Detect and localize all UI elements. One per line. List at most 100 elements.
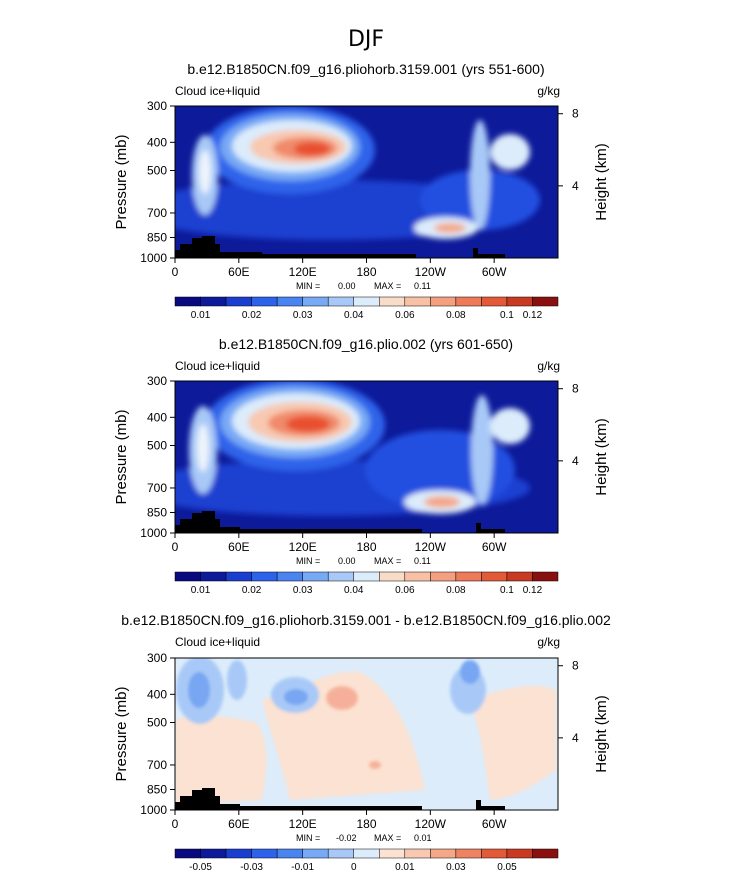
panel-2-colorbar-swatch <box>481 571 508 582</box>
panel-2-right-tick-label: 4 <box>572 454 579 468</box>
panel-2-region-maritime-core <box>286 416 330 432</box>
panel-1-colorbar-label: 0.06 <box>395 310 415 321</box>
panel-3-y-ticks: 300 400 500 700 850 1000 8 4 <box>140 651 579 817</box>
panel-3-region-positive-core <box>326 686 358 710</box>
panel-2: b.e12.B1850CN.f09_g16.plio.002 (yrs 601-… <box>113 336 610 596</box>
panel-2-terrain <box>175 511 505 533</box>
panel-2-variable-label: Cloud ice+liquid <box>175 359 260 373</box>
panel-1-max-label: MAX = <box>374 281 401 291</box>
panel-2-max-value: 0.11 <box>414 556 431 566</box>
panel-1-contour-field <box>175 106 558 258</box>
panel-2-colorbar-swatch <box>455 571 482 582</box>
panel-3-terrain <box>175 788 505 810</box>
panel-1-min-value: 0.00 <box>338 281 356 291</box>
panel-3-colorbar-label: 0.05 <box>497 862 517 873</box>
panel-1-terrain <box>175 236 505 258</box>
panel-1-x-tick-label: 120E <box>289 265 317 279</box>
panel-1-colorbar-swatch <box>404 296 431 307</box>
panel-3-y-tick-label: 850 <box>147 782 167 796</box>
panel-1-x-tick-label: 0 <box>172 265 179 279</box>
panel-2-y-tick-label: 400 <box>147 410 167 424</box>
panel-3-region-negative-pacific-core <box>284 689 308 705</box>
panel-3-colorbar-label: -0.05 <box>189 862 212 873</box>
panel-3-right-tick-label: 4 <box>572 731 579 745</box>
panel-2-colorbar-swatch <box>404 571 431 582</box>
panel-2-colorbar-swatch <box>174 571 201 582</box>
panel-1-y-tick-label: 400 <box>147 135 167 149</box>
figure-title: DJF <box>348 27 384 52</box>
panel-3-right-tick-label: 8 <box>572 659 579 673</box>
panel-1-colorbar-swatch <box>532 296 559 307</box>
panel-1-x-ticks: 0 60E 120E 180 120W 60W <box>172 258 507 279</box>
panel-3-title: b.e12.B1850CN.f09_g16.pliohorb.3159.001 … <box>121 612 611 628</box>
panel-2-y-axis-title: Pressure (mb) <box>113 409 130 504</box>
panel-3-colorbar-swatch <box>430 848 457 859</box>
panel-3-y-tick-label: 700 <box>147 758 167 772</box>
panel-2-colorbar-swatch <box>532 571 559 582</box>
panel-1-colorbar-swatch <box>302 296 329 307</box>
panel-1-x-tick-label: 120W <box>415 265 447 279</box>
panel-3-colorbar-swatch <box>379 848 406 859</box>
panel-1: b.e12.B1850CN.f09_g16.pliohorb.3159.001 … <box>113 61 610 321</box>
panel-1-region-amazon-upper <box>490 134 530 170</box>
panel-2-region-amazon-upper <box>490 408 530 444</box>
panel-2-colorbar-label: 0.06 <box>395 585 415 596</box>
panel-2-colorbar-label: 0.1 <box>500 585 514 596</box>
panel-3-y-axis-title: Pressure (mb) <box>113 686 130 781</box>
panel-2-title: b.e12.B1850CN.f09_g16.plio.002 (yrs 601-… <box>219 336 513 352</box>
panel-3-colorbar-swatch <box>506 848 533 859</box>
panel-1-colorbar-label: 0.03 <box>293 310 313 321</box>
panel-3-y-tick-label: 400 <box>147 687 167 701</box>
panel-1-y-tick-label: 1000 <box>140 251 167 265</box>
panel-2-colorbar-label: 0.04 <box>344 585 364 596</box>
panel-3-x-tick-label: 120E <box>289 817 317 831</box>
panel-3-region-negative-upper-east <box>460 660 480 684</box>
panel-2-x-tick-label: 60W <box>482 540 507 554</box>
panel-1-x-tick-label: 180 <box>356 265 376 279</box>
panel-1-y-tick-label: 300 <box>147 99 167 113</box>
panel-1-y-ticks: 300 400 500 700 850 1000 8 4 <box>140 99 579 265</box>
panel-1-y-tick-label: 500 <box>147 163 167 177</box>
panel-3-x-tick-label: 180 <box>356 817 376 831</box>
panel-1-colorbar-swatch <box>251 296 278 307</box>
panel-3-region-positive-west <box>175 715 267 806</box>
panel-1-colorbar-swatch <box>353 296 380 307</box>
panel-2-units-label: g/kg <box>537 359 560 373</box>
panel-3-colorbar-label: 0.03 <box>446 862 466 873</box>
panel-1-x-tick-label: 60W <box>482 265 507 279</box>
panel-2-colorbar-swatch <box>225 571 252 582</box>
panel-2-min-value: 0.00 <box>338 556 356 566</box>
panel-3-colorbar-swatch <box>200 848 227 859</box>
panel-1-title: b.e12.B1850CN.f09_g16.pliohorb.3159.001 … <box>187 61 544 77</box>
panel-2-y-tick-label: 700 <box>147 481 167 495</box>
panel-2-colorbar-label: 0.08 <box>446 585 466 596</box>
panel-3-colorbar-swatch <box>174 848 201 859</box>
panel-3-x-tick-label: 120W <box>415 817 447 831</box>
panel-1-right-axis-title: Height (km) <box>593 143 610 221</box>
panel-2-colorbar-label: 0.03 <box>293 585 313 596</box>
panel-3-y-tick-label: 1000 <box>140 803 167 817</box>
panel-3-region-negative-africa-core <box>188 672 210 708</box>
panel-1-colorbar-swatch <box>200 296 227 307</box>
panel-1-x-tick-label: 60E <box>228 265 249 279</box>
panel-2-colorbar-label: 0.02 <box>242 585 262 596</box>
panel-1-region-africa-core <box>199 150 211 194</box>
panel-3-colorbar-label: -0.01 <box>291 862 314 873</box>
panel-1-colorbar-swatch <box>276 296 303 307</box>
panel-3-colorbar-swatch <box>353 848 380 859</box>
panel-2-y-ticks: 300 400 500 700 850 1000 8 4 <box>140 374 579 540</box>
panel-3-y-tick-label: 500 <box>147 715 167 729</box>
panel-3-colorbar-swatch <box>302 848 329 859</box>
panel-3-colorbar-swatch <box>404 848 431 859</box>
panel-3-min-label: MIN = <box>296 833 320 843</box>
panel-3-min-value: -0.02 <box>336 833 357 843</box>
panel-1-colorbar-swatch <box>430 296 457 307</box>
panel-1-right-tick-label: 8 <box>572 107 579 121</box>
panel-3: b.e12.B1850CN.f09_g16.pliohorb.3159.001 … <box>113 612 611 873</box>
panel-2-colorbar-swatch <box>276 571 303 582</box>
panel-3-units-label: g/kg <box>537 635 560 649</box>
panel-1-min-label: MIN = <box>296 281 320 291</box>
panel-1-colorbar-swatch <box>327 296 354 307</box>
panel-2-y-tick-label: 300 <box>147 374 167 388</box>
panel-1-y-axis-title: Pressure (mb) <box>113 134 130 229</box>
